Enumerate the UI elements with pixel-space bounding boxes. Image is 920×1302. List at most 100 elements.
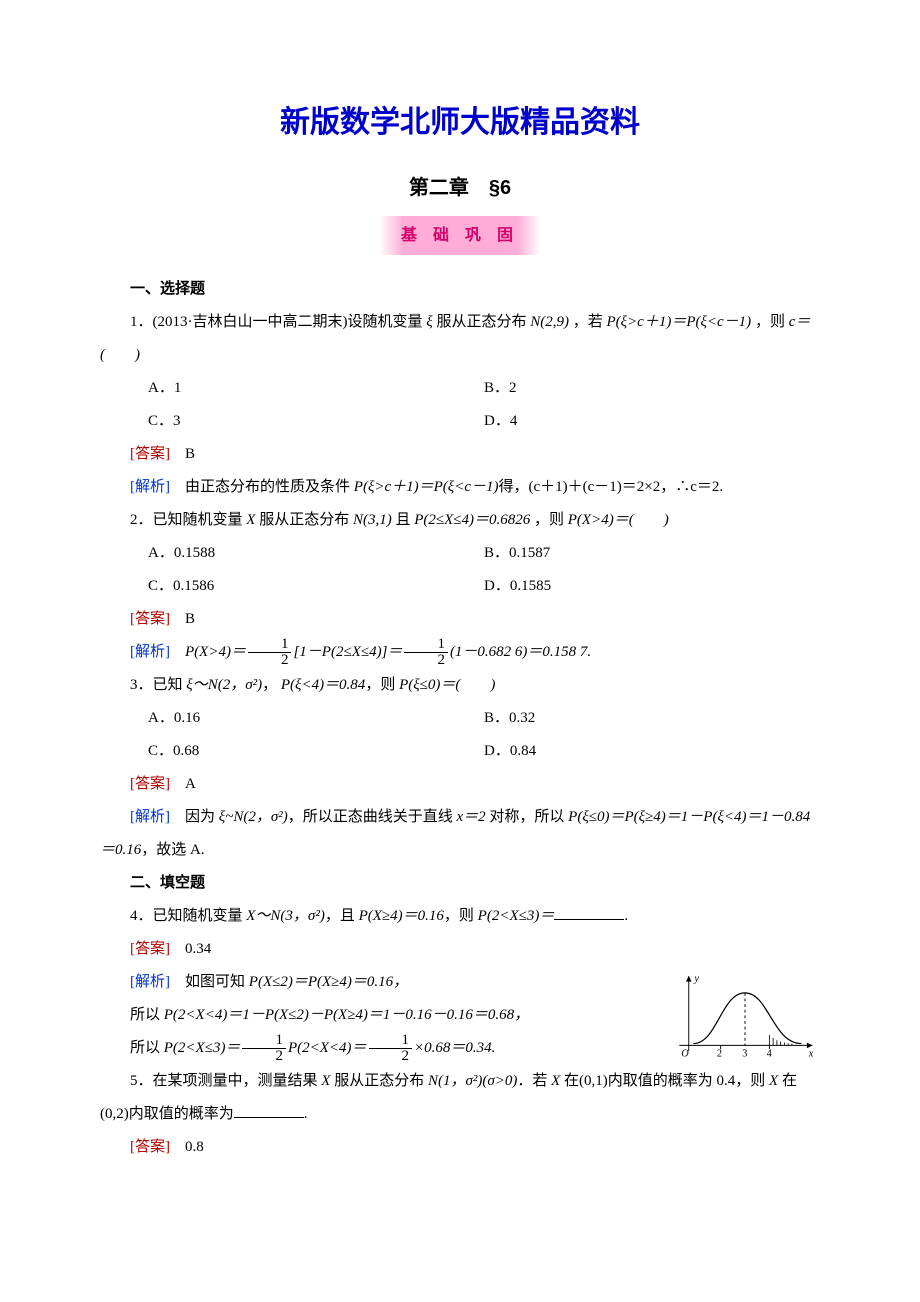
- svg-text:4: 4: [767, 1049, 772, 1060]
- q2-explain: [解析] P(X>4)＝12[1－P(2≤X≤4)]＝12(1－0.682 6)…: [100, 636, 820, 669]
- q2-opt-d: D．0.1585: [484, 570, 820, 603]
- q2-opt-a: A．0.1588: [148, 537, 484, 570]
- text: 且: [395, 512, 410, 528]
- text: X: [551, 1073, 560, 1089]
- text: 由正态分布的性质及条件: [185, 479, 350, 495]
- text: ×0.68＝0.34.: [414, 1040, 495, 1056]
- text: 5．在某项测量中，测量结果: [130, 1073, 318, 1089]
- q3-opt-a: A．0.16: [148, 702, 484, 735]
- normal-curve-figure: O 2 3 4 x y: [670, 966, 820, 1061]
- section-badge: 基 础 巩 固: [379, 216, 541, 255]
- q4-explain-block: O 2 3 4 x y [解析] 如图可知 P(X≤2)＝P(X≥4)＝0.16…: [100, 966, 820, 1065]
- text: x＝2: [456, 809, 485, 825]
- text: .: [624, 908, 628, 924]
- text: ，且: [325, 908, 355, 924]
- main-title: 新版数学北师大版精品资料: [100, 90, 820, 156]
- answer-label: [答案]: [130, 1139, 170, 1155]
- text: N(1，σ²)(σ>0): [428, 1073, 517, 1089]
- text: 4．已知随机变量: [130, 908, 243, 924]
- text: N(3,1): [353, 512, 392, 528]
- q3-opt-b: B．0.32: [484, 702, 820, 735]
- q5-answer: [答案] 0.8: [100, 1131, 820, 1164]
- text: 1．(2013·吉林白山一中高二期末)设随机变量: [130, 314, 423, 330]
- text: X: [769, 1073, 778, 1089]
- text: 在(0,1)内取值的概率为 0.4，则: [564, 1073, 765, 1089]
- text: P(X≤2)＝P(X≥4)＝0.16，: [249, 974, 408, 990]
- text: P(2<X≤3)＝: [478, 908, 555, 924]
- text: 如图可知: [185, 974, 245, 990]
- text: P(ξ<4)＝0.84: [281, 677, 365, 693]
- q3-explain: [解析] 因为 ξ~N(2，σ²)，所以正态曲线关于直线 x＝2 对称，所以 P…: [100, 801, 820, 867]
- q1-options-2: C．3 D．4: [148, 405, 820, 438]
- blank: [234, 1102, 304, 1118]
- text: ，若: [573, 314, 603, 330]
- q2-opt-c: C．0.1586: [148, 570, 484, 603]
- q3-opt-d: D．0.84: [484, 735, 820, 768]
- text: P(X>4)＝: [185, 644, 246, 660]
- q3-options-2: C．0.68 D．0.84: [148, 735, 820, 768]
- section-2-heading: 二、填空题: [100, 867, 820, 900]
- text: 因为: [185, 809, 215, 825]
- text: 得，(c＋1)＋(c－1)＝2×2，∴c＝2.: [499, 479, 724, 495]
- q1-stem: 1．(2013·吉林白山一中高二期末)设随机变量 ξ 服从正态分布 N(2,9)…: [100, 306, 820, 372]
- text: ξ～N(2，σ²): [186, 677, 262, 693]
- text: ξ~N(2，σ²): [219, 809, 288, 825]
- q4-answer: [答案] 0.34: [100, 933, 820, 966]
- explain-label: [解析]: [130, 974, 170, 990]
- explain-label: [解析]: [130, 809, 170, 825]
- q2-stem: 2．已知随机变量 X 服从正态分布 N(3,1) 且 P(2≤X≤4)＝0.68…: [100, 504, 820, 537]
- text: [1－P(2≤X≤4)]＝: [293, 644, 402, 660]
- q1-opt-b: B．2: [484, 372, 820, 405]
- text: ，故选 A.: [141, 842, 204, 858]
- q1-opt-c: C．3: [148, 405, 484, 438]
- answer-value: 0.34: [185, 941, 211, 957]
- svg-text:3: 3: [742, 1049, 747, 1060]
- svg-text:2: 2: [717, 1049, 722, 1060]
- text: P(2<X≤3)＝: [164, 1040, 241, 1056]
- q2-answer: [答案] B: [100, 603, 820, 636]
- text: ，则: [755, 314, 785, 330]
- text: (1－0.682 6)＝0.158 7.: [450, 644, 591, 660]
- text: 所以: [130, 1040, 160, 1056]
- q1-opt-d: D．4: [484, 405, 820, 438]
- q2-options-2: C．0.1586 D．0.1585: [148, 570, 820, 603]
- fraction: 12: [369, 1033, 413, 1064]
- text: ，则: [534, 512, 564, 528]
- chapter-title: 第二章 §6: [100, 166, 820, 210]
- text: P(ξ>c＋1)＝P(ξ<c－1): [354, 479, 499, 495]
- svg-text:y: y: [693, 974, 699, 985]
- answer-label: [答案]: [130, 941, 170, 957]
- text: N(2,9): [530, 314, 569, 330]
- badge-wrap: 基 础 巩 固: [100, 216, 820, 255]
- text: P(2≤X≤4)＝0.6826: [414, 512, 530, 528]
- q3-options: A．0.16 B．0.32: [148, 702, 820, 735]
- text: 服从正态分布: [259, 512, 349, 528]
- q3-opt-c: C．0.68: [148, 735, 484, 768]
- fraction: 12: [242, 1033, 286, 1064]
- answer-value: A: [185, 776, 196, 792]
- q2-options: A．0.1588 B．0.1587: [148, 537, 820, 570]
- svg-text:O: O: [681, 1049, 689, 1060]
- fraction: 12: [404, 637, 448, 668]
- q3-stem: 3．已知 ξ～N(2，σ²)， P(ξ<4)＝0.84，则 P(ξ≤0)＝( ): [100, 669, 820, 702]
- answer-value: 0.8: [185, 1139, 204, 1155]
- q1-options: A．1 B．2: [148, 372, 820, 405]
- text: P(X>4)＝( ): [568, 512, 669, 528]
- text: 所以: [130, 1007, 160, 1023]
- text: ，所以正态曲线关于直线: [288, 809, 453, 825]
- text: P(ξ≤0)＝( ): [399, 677, 495, 693]
- section-1-heading: 一、选择题: [100, 273, 820, 306]
- q2-opt-b: B．0.1587: [484, 537, 820, 570]
- q5-stem: 5．在某项测量中，测量结果 X 服从正态分布 N(1，σ²)(σ>0)．若 X …: [100, 1065, 820, 1131]
- text: P(2<X<4)＝1－P(X≤2)－P(X≥4)＝1－0.16－0.16＝0.6…: [164, 1007, 529, 1023]
- explain-label: [解析]: [130, 644, 170, 660]
- text: ，则: [365, 677, 395, 693]
- text: P(X≥4)＝0.16: [359, 908, 444, 924]
- explain-label: [解析]: [130, 479, 170, 495]
- text: ，: [262, 677, 277, 693]
- answer-label: [答案]: [130, 776, 170, 792]
- answer-value: B: [185, 446, 195, 462]
- answer-label: [答案]: [130, 611, 170, 627]
- fraction: 12: [248, 637, 292, 668]
- answer-label: [答案]: [130, 446, 170, 462]
